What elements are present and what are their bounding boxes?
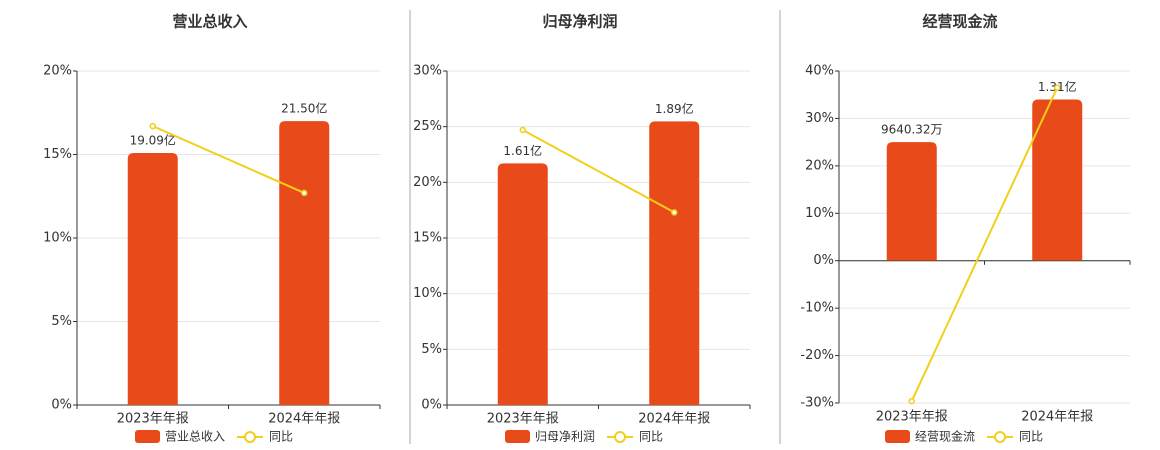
legend-marker: [994, 431, 1006, 443]
chart-title: 经营现金流: [922, 13, 997, 31]
x-tick-label: 2024年年报: [1021, 410, 1093, 425]
y-tick-label: 10%: [413, 286, 442, 301]
x-tick-label: 2024年年报: [638, 412, 710, 427]
x-tick-label: 2024年年报: [268, 412, 340, 427]
value-label: 9640.32万: [881, 123, 943, 137]
y-tick-label: 20%: [805, 158, 834, 173]
chart-title: 营业总收入: [172, 13, 247, 31]
legend-label: 归母净利润: [535, 430, 595, 444]
y-tick-label: -20%: [800, 348, 834, 363]
y-tick-label: 20%: [413, 175, 442, 190]
legend-swatch: [885, 430, 910, 443]
bar: [127, 152, 178, 405]
y-tick-label: 10%: [43, 231, 72, 246]
line-point: [671, 209, 678, 216]
line-point: [301, 189, 308, 197]
legend-label: 同比: [269, 430, 293, 444]
legend-swatch: [505, 430, 530, 443]
line-point: [519, 126, 526, 134]
y-tick-label: 15%: [43, 147, 72, 162]
y-tick-label: 25%: [413, 119, 442, 134]
bar: [1032, 99, 1083, 261]
legend-label: 同比: [1019, 430, 1043, 444]
value-label: 1.61亿: [503, 143, 542, 158]
y-tick-label: 0%: [51, 398, 72, 413]
value-label: 21.50亿: [281, 101, 327, 116]
legend-label: 营业总收入: [165, 430, 225, 444]
y-tick-label: 0%: [421, 398, 442, 413]
line-point: [908, 397, 915, 405]
line: [152, 125, 305, 194]
legend-marker: [614, 431, 626, 443]
bar: [649, 121, 700, 405]
x-tick-label: 2023年年报: [117, 412, 189, 427]
y-tick-label: -10%: [800, 301, 834, 316]
chart-title: 归母净利润: [542, 13, 617, 31]
y-tick-label: 10%: [805, 206, 834, 221]
bar: [279, 121, 330, 405]
y-tick-label: 30%: [805, 111, 834, 126]
line: [522, 129, 675, 214]
y-tick-label: 40%: [805, 64, 834, 79]
legend-marker: [244, 431, 256, 443]
legend-swatch: [135, 430, 160, 443]
legend-label: 经营现金流: [915, 429, 975, 444]
legend-label: 同比: [639, 430, 663, 444]
bar: [886, 142, 937, 261]
y-tick-label: 15%: [413, 231, 442, 246]
line: [910, 87, 1059, 402]
y-tick-label: 5%: [421, 342, 442, 357]
value-label: 1.89亿: [655, 101, 694, 116]
x-tick-label: 2023年年报: [876, 410, 948, 425]
line-point: [149, 122, 156, 130]
x-tick-label: 2023年年报: [487, 412, 559, 427]
y-tick-label: -30%: [800, 396, 834, 411]
line-point: [1054, 84, 1061, 91]
y-tick-label: 5%: [51, 314, 72, 329]
y-tick-label: 20%: [43, 64, 72, 79]
value-label: 19.09亿: [130, 132, 176, 147]
bar: [497, 163, 548, 405]
y-tick-label: 30%: [413, 64, 442, 79]
y-tick-label: 0%: [813, 253, 834, 268]
